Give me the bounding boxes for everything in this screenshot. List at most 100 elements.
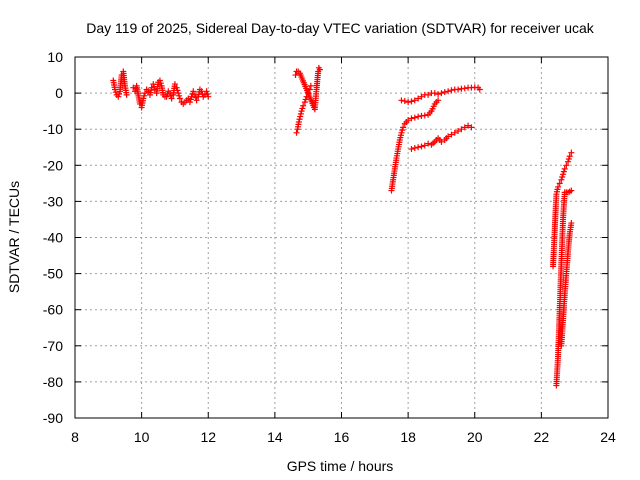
data-point (558, 176, 565, 183)
data-point (123, 91, 130, 98)
data-point (465, 122, 472, 129)
data-point-fill (299, 105, 306, 112)
data-point (203, 88, 210, 95)
data-point (425, 91, 432, 98)
y-tick-label: 0 (55, 85, 63, 101)
data-point (398, 129, 405, 136)
data-point (555, 183, 562, 190)
data-point (561, 165, 568, 172)
data-point (301, 99, 308, 106)
data-point (400, 124, 407, 131)
data-point-fill (157, 80, 164, 87)
x-tick-label: 20 (467, 429, 483, 445)
data-point (415, 95, 422, 102)
data-point (421, 142, 428, 149)
data-point (448, 131, 455, 138)
data-point (173, 84, 180, 91)
y-tick-label: -90 (43, 410, 63, 426)
data-point (405, 117, 412, 124)
y-tick-label: -50 (43, 266, 63, 282)
data-point (408, 146, 415, 153)
data-point-fill (559, 174, 566, 181)
data-point (298, 108, 305, 115)
data-point (568, 187, 575, 194)
data-point (421, 112, 428, 119)
data-point (188, 93, 195, 100)
data-point (408, 115, 415, 122)
data-point (405, 99, 412, 106)
data-point (565, 158, 572, 165)
data-point (415, 144, 422, 151)
x-tick-label: 10 (134, 429, 150, 445)
y-tick-label: -60 (43, 302, 63, 318)
data-point (435, 97, 442, 104)
x-tick-label: 24 (600, 429, 616, 445)
data-point (140, 95, 147, 102)
data-point (556, 180, 563, 187)
data-point (451, 129, 458, 136)
data-point (448, 87, 455, 94)
data-point (415, 113, 422, 120)
data-point (163, 93, 170, 100)
data-point (468, 124, 475, 131)
data-point-fill (174, 87, 181, 94)
data-point (563, 162, 570, 169)
data-point (568, 149, 575, 156)
data-point (293, 129, 300, 136)
data-point (156, 77, 163, 84)
data-point (445, 133, 452, 140)
data-point (168, 95, 175, 102)
data-point-fill (187, 96, 194, 103)
data-point (171, 81, 178, 88)
data-point (418, 93, 425, 100)
data-point (560, 171, 567, 178)
data-point (316, 66, 323, 73)
x-tick-label: 18 (400, 429, 416, 445)
data-point (455, 86, 462, 93)
data-point (418, 143, 425, 150)
data-point (441, 89, 448, 96)
data-point (568, 220, 575, 227)
data-point-fill (176, 92, 183, 99)
y-tick-label: -10 (43, 121, 63, 137)
data-point (191, 91, 198, 98)
y-tick-label: -80 (43, 374, 63, 390)
x-tick-label: 12 (200, 429, 216, 445)
data-point (408, 98, 415, 105)
data-point (476, 86, 483, 93)
data-point (411, 114, 418, 121)
data-point-fill (141, 92, 148, 99)
data-point (186, 99, 193, 106)
data-point (438, 138, 445, 145)
data-point (111, 86, 118, 93)
data-point (141, 90, 148, 97)
data-point (401, 98, 408, 105)
data-point (295, 118, 302, 125)
y-tick-label: -40 (43, 230, 63, 246)
data-point (193, 97, 200, 104)
x-tick-label: 14 (267, 429, 283, 445)
data-point-fill (296, 116, 303, 123)
data-point (205, 93, 212, 100)
data-point (307, 82, 314, 89)
x-tick-label: 8 (71, 429, 79, 445)
data-point-fill (399, 127, 406, 134)
data-point (176, 95, 183, 102)
data-point-fill (112, 89, 119, 96)
data-point (461, 124, 468, 131)
y-tick-label: -20 (43, 157, 63, 173)
data-point (300, 102, 307, 109)
data-point (175, 90, 182, 97)
data-points (110, 64, 575, 389)
data-point-fill (116, 91, 123, 98)
data-point-fill (297, 110, 304, 117)
data-point (431, 90, 438, 97)
data-point (566, 153, 573, 160)
chart-title: Day 119 of 2025, Sidereal Day-to-day VTE… (86, 20, 595, 36)
y-tick-label: -30 (43, 193, 63, 209)
data-point (411, 144, 418, 151)
data-point-fill (302, 96, 309, 103)
grid-lines (75, 57, 608, 418)
data-point (398, 97, 405, 104)
